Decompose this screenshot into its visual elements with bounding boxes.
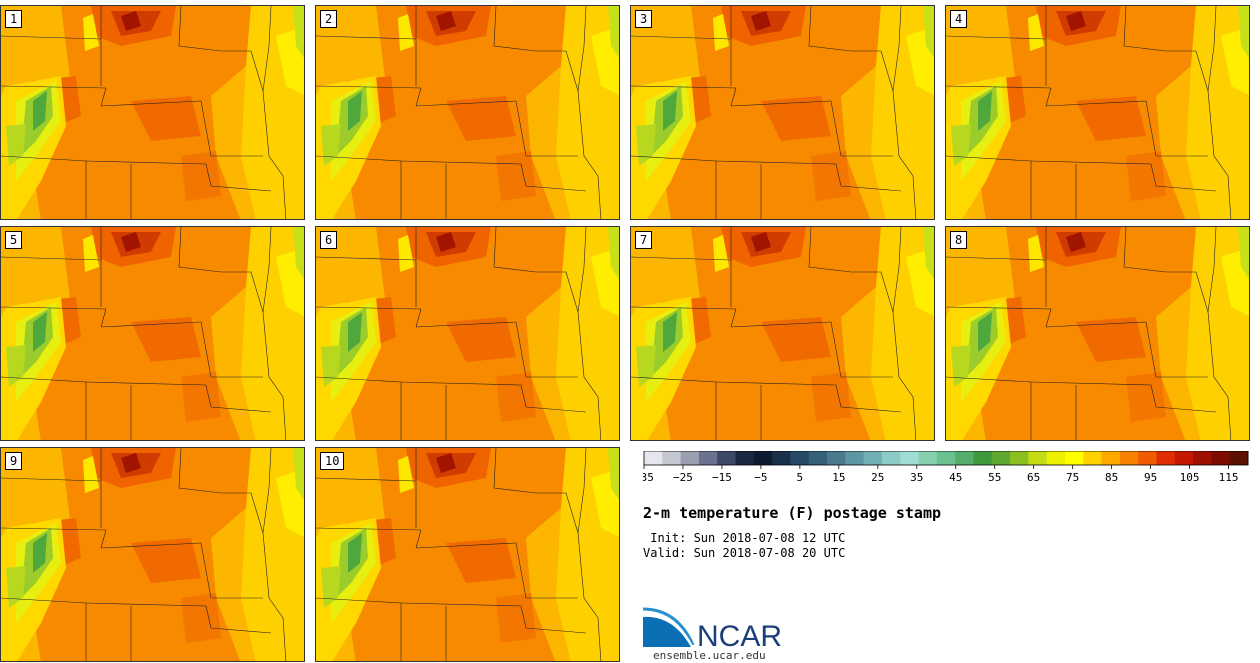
map-panel-9: 9 — [0, 447, 305, 662]
map-panel-8: 8 — [945, 226, 1250, 441]
colorbar-tick-label: 5 — [797, 471, 804, 484]
panel-label: 7 — [635, 231, 653, 249]
map-panel-3: 3 — [630, 5, 935, 220]
ncar-wordmark: NCAR — [697, 620, 782, 649]
map-panel-10: 10 — [315, 447, 620, 662]
colorbar-swatch — [717, 451, 737, 465]
panel-label: 10 — [320, 452, 345, 470]
panel-label: 8 — [950, 231, 968, 249]
colorbar-swatch — [790, 451, 810, 465]
colorbar-swatch — [845, 451, 865, 465]
panel-label: 5 — [5, 231, 23, 249]
panel-label: 1 — [5, 10, 23, 28]
colorbar-swatch — [1229, 451, 1249, 465]
colorbar-tick-label: 25 — [871, 471, 884, 484]
colorbar-tick-label: −35 — [643, 471, 654, 484]
panel-label: 6 — [320, 231, 338, 249]
colorbar-tick-label: −15 — [712, 471, 732, 484]
colorbar: −35 −25 −15 −5 5 15 25 35 45 55 65 75 85 95 105 115 — [643, 451, 1249, 484]
colorbar-tick-label: 105 — [1180, 471, 1200, 484]
colorbar-swatch — [1174, 451, 1194, 465]
colorbar-tick-label: 115 — [1219, 471, 1239, 484]
ensemble-url: ensemble.ucar.edu — [653, 649, 766, 662]
map-panel-4: 4 — [945, 5, 1250, 220]
colorbar-swatch — [827, 451, 846, 465]
colorbar-tick-label: −5 — [754, 471, 767, 484]
plot-title: 2-m temperature (F) postage stamp — [643, 504, 942, 522]
colorbar-swatch — [1156, 451, 1176, 465]
colorbar-swatch — [881, 451, 901, 465]
colorbar-tick-label: 35 — [910, 471, 923, 484]
panel-label: 2 — [320, 10, 338, 28]
colorbar-swatch — [900, 451, 920, 465]
colorbar-swatch — [955, 451, 974, 465]
map-panel-7: 7 — [630, 226, 935, 441]
colorbar-tick-label: 85 — [1105, 471, 1118, 484]
colorbar-swatch — [1028, 451, 1048, 465]
colorbar-tick-label: 95 — [1144, 471, 1157, 484]
colorbar-tick-label: 45 — [949, 471, 962, 484]
map-panel-2: 2 — [315, 5, 620, 220]
colorbar-tick-label: −25 — [673, 471, 693, 484]
panel-label: 4 — [950, 10, 968, 28]
colorbar-swatch — [735, 451, 755, 465]
colorbar-swatch — [680, 451, 700, 465]
map-panel-1: 1 — [0, 5, 305, 220]
ncar-logo-icon — [643, 616, 691, 647]
colorbar-swatch — [698, 451, 718, 465]
colorbar-swatch — [863, 451, 883, 465]
colorbar-tick-label: 65 — [1027, 471, 1040, 484]
init-time: Init: Sun 2018-07-08 12 UTC — [643, 531, 846, 545]
colorbar-swatch — [936, 451, 956, 465]
colorbar-swatch — [973, 451, 993, 465]
ncar-logo: NCAR — [643, 607, 782, 649]
colorbar-swatch — [1138, 451, 1157, 465]
colorbar-swatch — [753, 451, 773, 465]
colorbar-swatch — [1211, 451, 1231, 465]
colorbar-swatch — [1083, 451, 1103, 465]
valid-time: Valid: Sun 2018-07-08 20 UTC — [643, 546, 846, 560]
colorbar-tick-label: 15 — [832, 471, 845, 484]
map-panel-5: 5 — [0, 226, 305, 441]
colorbar-swatch — [772, 451, 791, 465]
colorbar-swatch — [1064, 451, 1084, 465]
colorbar-swatch — [1046, 451, 1066, 465]
map-panel-6: 6 — [315, 226, 620, 441]
colorbar-swatch — [644, 451, 663, 465]
colorbar-swatch — [1010, 451, 1029, 465]
panel-label: 9 — [5, 452, 23, 470]
colorbar-swatch — [918, 451, 938, 465]
panel-label: 3 — [635, 10, 653, 28]
colorbar-swatch — [1119, 451, 1139, 465]
colorbar-swatch — [662, 451, 682, 465]
colorbar-swatch — [808, 451, 828, 465]
colorbar-swatch — [991, 451, 1011, 465]
colorbar-swatch — [1101, 451, 1121, 465]
colorbar-swatch — [1193, 451, 1212, 465]
colorbar-tick-label: 75 — [1066, 471, 1079, 484]
colorbar-tick-label: 55 — [988, 471, 1001, 484]
